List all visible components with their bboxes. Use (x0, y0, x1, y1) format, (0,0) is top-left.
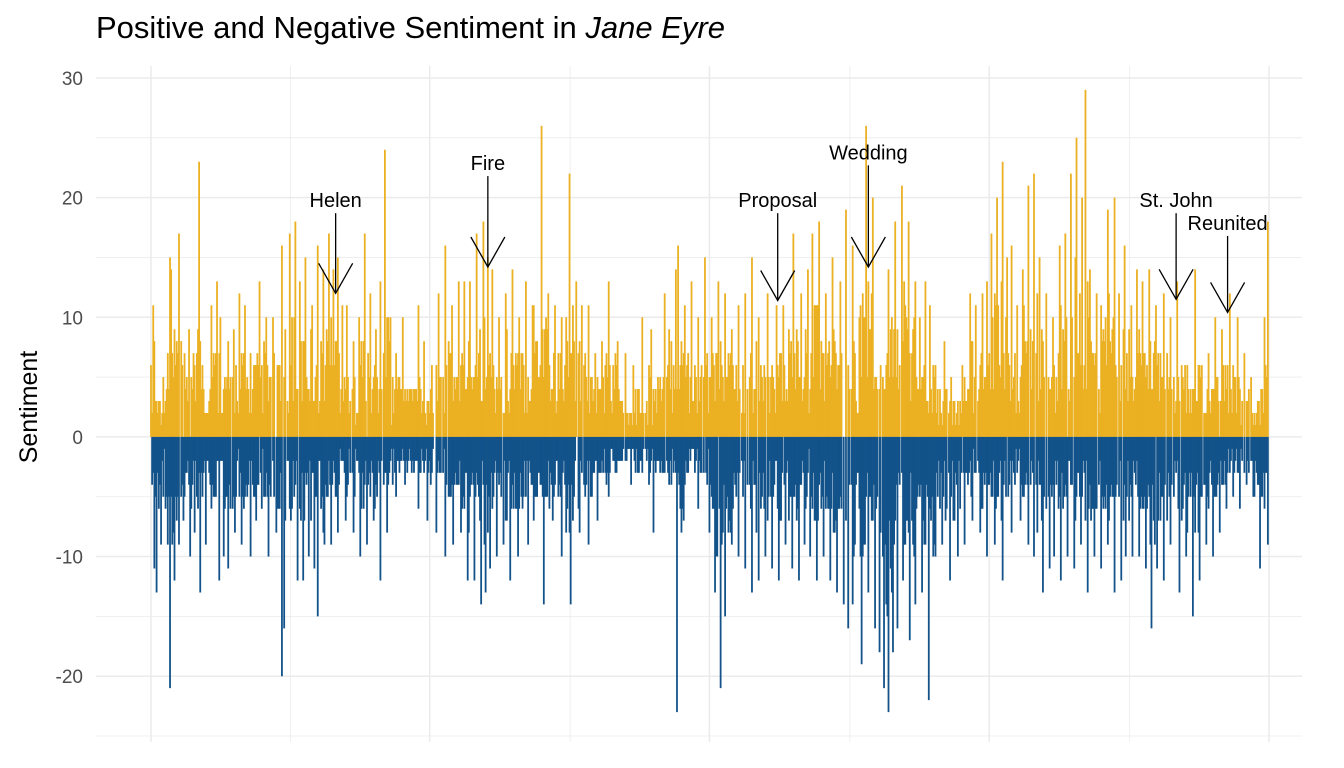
annotation-label: Reunited (1188, 213, 1268, 235)
y-tick-label: -20 (56, 667, 83, 688)
annotation-arrow-head (1158, 268, 1194, 301)
annotation-arrow-head (850, 236, 886, 269)
chart-title-book: Jane Eyre (585, 10, 725, 45)
y-axis-label: Sentiment (15, 351, 43, 464)
y-tick-label: 0 (72, 428, 83, 449)
y-tick-label: 10 (62, 308, 83, 329)
chart-title: Positive and Negative Sentiment in Jane … (96, 10, 725, 46)
chart-title-prefix: Positive and Negative Sentiment in (96, 10, 586, 45)
y-tick-label: 20 (62, 189, 83, 210)
annotation-arrow-head (1210, 282, 1246, 314)
bar-layer (150, 89, 1269, 713)
tick-layer: 30 20 10 0 -10 -20 (56, 69, 83, 688)
annotation-arrow-head (470, 236, 506, 269)
annotation-arrow-head (318, 263, 354, 295)
annotation-label: Wedding (829, 142, 908, 164)
y-tick-label: -10 (56, 548, 83, 569)
annotation-label: Helen (310, 190, 362, 212)
y-tick-label: 30 (62, 69, 83, 90)
annotation-arrow-head (760, 270, 796, 302)
annotation-label: Fire (471, 153, 505, 175)
annotation-label: St. John (1139, 190, 1212, 212)
annotation-label: Proposal (738, 190, 817, 212)
